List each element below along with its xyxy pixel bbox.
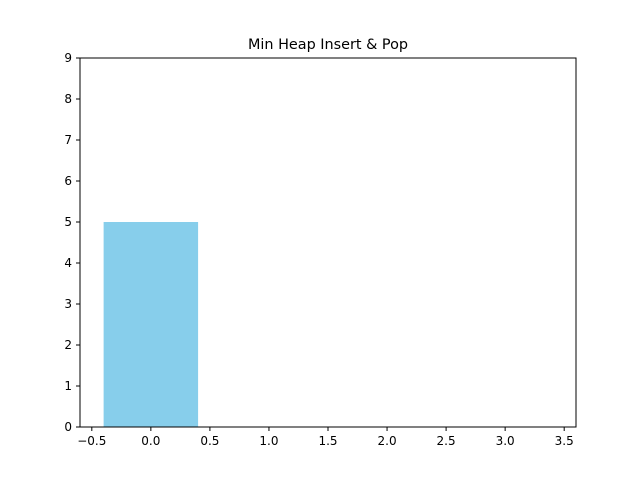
x-tick-label: 3.0 <box>496 434 515 448</box>
x-tick-label: 1.0 <box>259 434 278 448</box>
x-tick-label: −0.5 <box>77 434 106 448</box>
y-tick-label: 1 <box>64 379 72 393</box>
bar-0 <box>103 222 199 427</box>
y-tick-label: 2 <box>64 338 72 352</box>
y-tick-label: 6 <box>64 174 72 188</box>
x-axis: −0.5 0.0 0.5 1.0 1.5 2.0 2.5 3.0 3.5 <box>77 427 574 448</box>
y-tick-label: 4 <box>64 256 72 270</box>
y-tick-label: 5 <box>64 215 72 229</box>
x-tick-label: 3.5 <box>555 434 574 448</box>
y-axis: 0 1 2 3 4 5 6 7 8 9 <box>64 51 80 434</box>
x-tick-label: 0.5 <box>200 434 219 448</box>
bars-layer <box>103 222 199 427</box>
y-tick-label: 3 <box>64 297 72 311</box>
x-tick-label: 2.0 <box>378 434 397 448</box>
x-tick-label: 2.5 <box>437 434 456 448</box>
y-tick-label: 0 <box>64 420 72 434</box>
y-tick-label: 8 <box>64 92 72 106</box>
chart-title: Min Heap Insert & Pop <box>248 37 408 53</box>
x-tick-label: 0.0 <box>141 434 160 448</box>
x-tick-label: 1.5 <box>318 434 337 448</box>
y-tick-label: 9 <box>64 51 72 65</box>
y-tick-label: 7 <box>64 133 72 147</box>
